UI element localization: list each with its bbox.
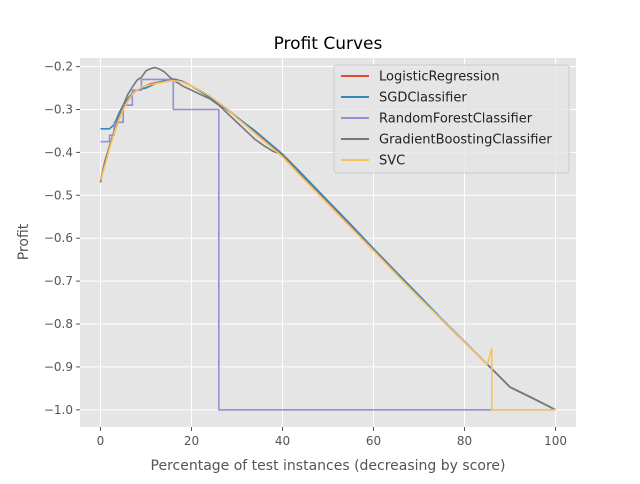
x-tick-label: 100 — [544, 434, 567, 448]
x-tick-label: 20 — [184, 434, 199, 448]
y-tick-label: −0.8 — [44, 317, 73, 331]
y-tick-label: −0.7 — [44, 274, 73, 288]
legend-label-gradient-boosting-classifier: GradientBoostingClassifier — [379, 133, 552, 148]
legend-label-sgdclassifier: SGDClassifier — [379, 91, 467, 106]
x-tick-label: 60 — [366, 434, 381, 448]
legend-box — [333, 64, 570, 174]
series-line-svc — [99, 79, 556, 411]
y-tick-label: −0.3 — [44, 102, 73, 116]
y-tick-label: −0.4 — [44, 145, 73, 159]
legend-label-random-forest-classifier: RandomForestClassifier — [379, 112, 533, 127]
y-tick-label: −0.2 — [44, 60, 73, 74]
y-tick-label: −1.0 — [44, 403, 73, 417]
x-tick-label: 0 — [97, 434, 105, 448]
y-tick-label: −0.6 — [44, 231, 73, 245]
y-tick-label: −0.9 — [44, 360, 73, 374]
y-tick-label: −0.5 — [44, 188, 73, 202]
series-lines — [99, 66, 556, 411]
legend-label-logistic-regression: LogisticRegression — [379, 70, 500, 85]
legend: LogisticRegression SGDClassifier RandomFor… — [333, 64, 570, 174]
y-axis-ticks: −1.0 −0.9 −0.8 −0.7 −0.6 −0.5 −0.4 −0.3 −0.2 — [44, 60, 80, 417]
y-axis-label: Profit — [16, 223, 32, 260]
x-tick-label: 80 — [457, 434, 472, 448]
x-axis-ticks: 0 20 40 60 80 100 — [97, 427, 567, 448]
chart-title: Profit Curves — [274, 34, 383, 54]
legend-label-svc: SVC — [379, 154, 405, 169]
x-axis-label: Percentage of test instances (decreasing… — [151, 458, 506, 474]
x-tick-label: 40 — [275, 434, 290, 448]
